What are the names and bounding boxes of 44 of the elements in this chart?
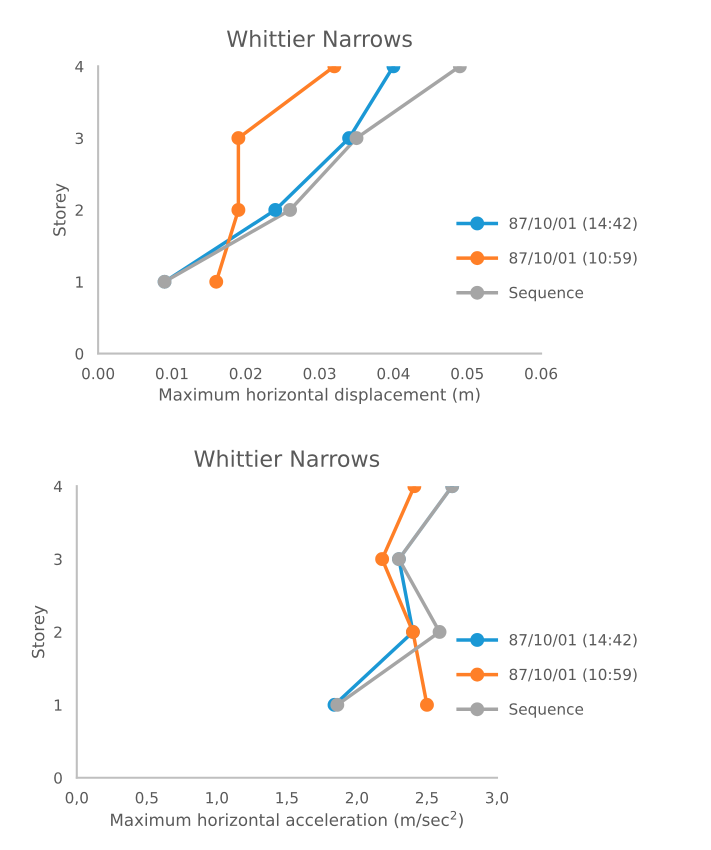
point xyxy=(268,203,282,217)
legend-label: 87/10/01 (14:42) xyxy=(510,634,637,648)
chart-title: Whittier Narrows xyxy=(227,30,412,48)
chart-title: Whittier Narrows xyxy=(194,450,380,468)
x-tick-label: 2,5 xyxy=(416,792,438,806)
x-tick-label: 3,0 xyxy=(486,792,508,806)
y-axis-title: Storey xyxy=(32,606,48,658)
point xyxy=(420,698,434,712)
x-tick-label: 2,0 xyxy=(346,792,368,806)
x-axis-title: Maximum horizontal displacement (m) xyxy=(160,388,480,404)
y-tick-label: 0 xyxy=(76,348,84,360)
y-tick-label: 3 xyxy=(54,554,62,566)
point xyxy=(209,274,224,289)
x-tick-label: 0,0 xyxy=(66,792,88,806)
legend-label: 87/10/01 (10:59) xyxy=(510,252,637,266)
y-axis-title: Storey xyxy=(53,183,69,236)
legend-label: 87/10/01 (10:59) xyxy=(510,668,637,682)
y-tick-label: 1 xyxy=(76,276,83,288)
x-tick-label: 0.00 xyxy=(82,368,114,380)
y-tick-label: 3 xyxy=(76,132,84,144)
legend-label: Sequence xyxy=(510,703,584,718)
legend-label: 87/10/01 (14:42) xyxy=(510,217,637,231)
x-tick-label: 0,5 xyxy=(136,792,158,806)
x-tick-label: 0.06 xyxy=(525,368,558,380)
point xyxy=(375,552,390,566)
point xyxy=(283,203,298,217)
x-tick-label: 0.02 xyxy=(230,368,262,380)
legend-label: Sequence xyxy=(510,286,584,302)
y-tick-label: 4 xyxy=(75,60,84,72)
y-tick-label: 2 xyxy=(76,204,83,216)
x-axis-title: Maximum horizontal acceleration (m/sec$^{2}$) xyxy=(111,810,463,828)
x-tick-label: 0.03 xyxy=(304,368,336,380)
y-tick-label: 1 xyxy=(54,700,62,711)
point xyxy=(330,698,344,712)
y-tick-label: 0 xyxy=(54,772,62,784)
x-tick-label: 0.01 xyxy=(156,368,188,380)
x-tick-label: 0.05 xyxy=(451,368,483,380)
y-tick-label: 2 xyxy=(54,626,62,638)
x-tick-label: 1,0 xyxy=(206,792,228,806)
y-tick-label: 4 xyxy=(54,480,62,492)
x-tick-label: 0.04 xyxy=(377,368,410,380)
point xyxy=(231,203,246,217)
x-tick-label: 1,5 xyxy=(276,792,298,806)
point xyxy=(432,625,447,639)
